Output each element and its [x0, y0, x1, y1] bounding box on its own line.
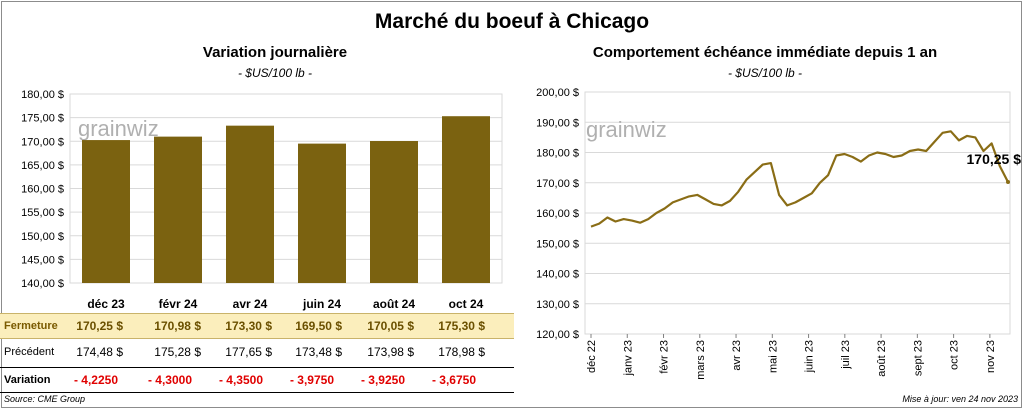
cell-precedent-5: 173,98 $ [367, 345, 414, 359]
line-x-tick-label: oct 23 [949, 340, 961, 370]
bar-3 [226, 125, 274, 283]
cell-fermeture-2: 170,98 $ [154, 319, 201, 333]
line-y-tick-label: 190,00 $ [536, 117, 579, 129]
line-series-path [590, 130, 1009, 228]
line-last-point [1006, 179, 1010, 184]
line-x-tick-label: févr 23 [659, 340, 671, 374]
update-note: Mise à jour: ven 24 nov 2023 [902, 394, 1018, 404]
bar-chart-unit: - $US/100 lb - [237, 66, 313, 80]
line-y-tick-label: 140,00 $ [536, 269, 579, 281]
bar-y-tick-label: 140,00 $ [21, 278, 64, 290]
line-last-value-label: 170,25 $ [967, 151, 1022, 167]
cell-variation-2: - 4,3000 [147, 373, 192, 387]
line-y-tick-label: 160,00 $ [536, 208, 579, 220]
line-y-tick-label: 130,00 $ [536, 299, 579, 311]
line-x-tick-label: août 23 [876, 340, 888, 377]
cell-precedent-6: 178,98 $ [438, 345, 485, 359]
line-x-tick-label: juil 23 [840, 340, 852, 370]
line-x-tick-label: mars 23 [695, 340, 707, 380]
bar-y-tick-label: 170,00 $ [21, 136, 64, 148]
cell-variation-5: - 3,9250 [360, 373, 405, 387]
cell-fermeture-4: 169,50 $ [295, 319, 342, 333]
row-label-fermeture: Fermeture [4, 320, 58, 332]
bar-1 [82, 140, 130, 283]
cell-fermeture-5: 170,05 $ [367, 319, 414, 333]
bar-category-label: juin 24 [302, 297, 341, 311]
bar-watermark: grainwiz [78, 116, 159, 141]
row-label-precedent: Précédent [4, 346, 55, 358]
line-y-tick-label: 170,00 $ [536, 178, 579, 190]
bar-y-tick-label: 155,00 $ [21, 207, 64, 219]
bar-y-tick-label: 145,00 $ [21, 254, 64, 266]
line-chart-title: Comportement échéance immédiate depuis 1… [592, 44, 938, 61]
line-x-tick-label: déc 22 [586, 340, 598, 373]
line-y-tick-label: 200,00 $ [536, 87, 579, 99]
bar-5 [370, 141, 418, 283]
bar-y-tick-label: 175,00 $ [21, 113, 64, 125]
bar-2 [154, 136, 202, 283]
bar-4 [298, 143, 346, 283]
cell-precedent-1: 174,48 $ [76, 345, 123, 359]
row-precedent: Précédent 174,48 $ 175,28 $ 177,65 $ 173… [0, 340, 514, 366]
cell-fermeture-1: 170,25 $ [76, 319, 123, 333]
line-watermark: grainwiz [586, 117, 667, 142]
row-fermeture: Fermeture 170,25 $ 170,98 $ 173,30 $ 169… [0, 313, 514, 339]
source-note: Source: CME Group [4, 394, 86, 404]
line-x-tick-label: janv 23 [622, 340, 634, 376]
line-x-tick-label: avr 23 [731, 340, 743, 371]
bar-6 [442, 116, 490, 284]
cell-variation-1: - 4,2250 [73, 373, 118, 387]
cell-precedent-4: 173,48 $ [295, 345, 342, 359]
bar-category-label: févr 24 [159, 297, 198, 311]
bar-category-label: oct 24 [449, 297, 484, 311]
cell-variation-4: - 3,9750 [289, 373, 334, 387]
cell-precedent-2: 175,28 $ [154, 345, 201, 359]
bar-y-tick-label: 150,00 $ [21, 231, 64, 243]
line-x-tick-label: juin 23 [804, 340, 816, 373]
line-y-tick-label: 150,00 $ [536, 238, 579, 250]
bar-chart-title: Variation journalière [202, 44, 348, 61]
cell-precedent-3: 177,65 $ [225, 345, 272, 359]
cell-variation-6: - 3,6750 [431, 373, 476, 387]
line-x-tick-label: nov 23 [985, 340, 997, 373]
bar-category-label: avr 24 [233, 297, 268, 311]
bar-category-label: déc 23 [87, 297, 125, 311]
cell-fermeture-6: 175,30 $ [438, 319, 485, 333]
cell-fermeture-3: 173,30 $ [225, 319, 272, 333]
row-variation: Variation - 4,2250 - 4,3000 - 4,3500 - 3… [0, 367, 514, 393]
cell-variation-3: - 4,3500 [218, 373, 263, 387]
line-x-tick-label: sept 23 [912, 340, 924, 376]
line-chart-unit: - $US/100 lb - [727, 66, 803, 80]
bar-y-tick-label: 180,00 $ [21, 89, 64, 101]
line-x-tick-label: mai 23 [767, 340, 779, 373]
line-y-tick-label: 180,00 $ [536, 148, 579, 160]
row-label-variation: Variation [4, 374, 51, 386]
bar-category-label: août 24 [373, 297, 415, 311]
bar-y-tick-label: 160,00 $ [21, 184, 64, 196]
bar-y-tick-label: 165,00 $ [21, 160, 64, 172]
line-y-tick-label: 120,00 $ [536, 329, 579, 341]
page-title: Marché du boeuf à Chicago [374, 10, 650, 33]
